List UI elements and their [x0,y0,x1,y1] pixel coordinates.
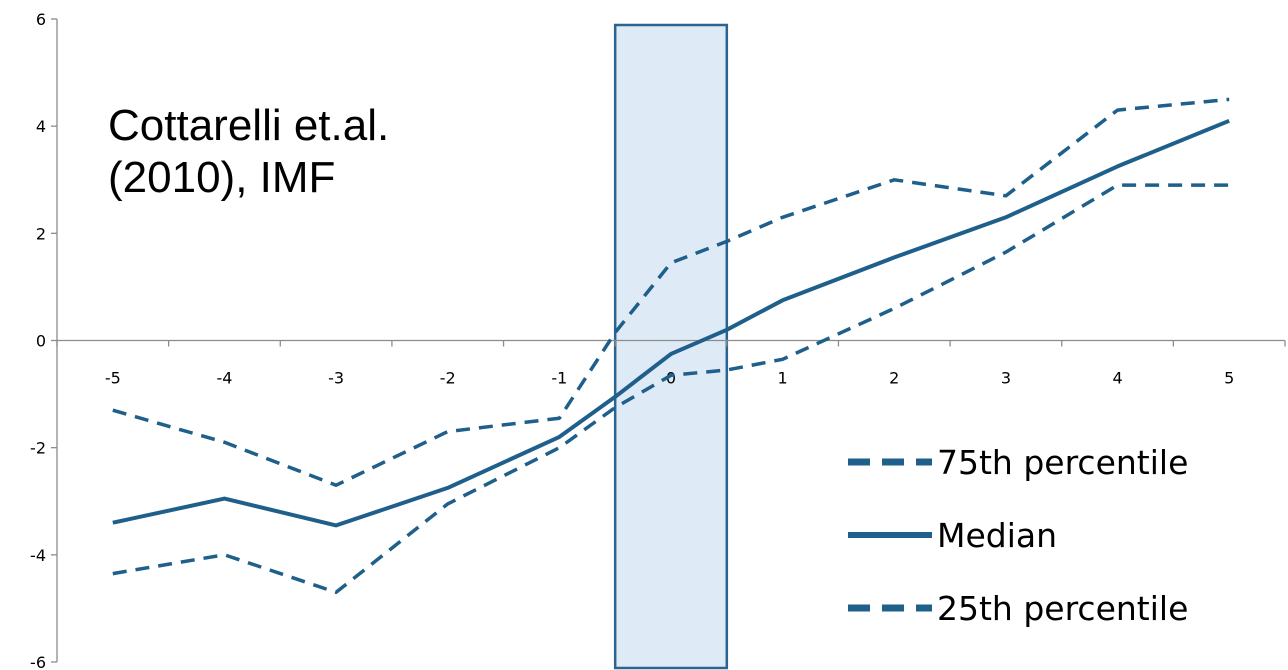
x-tick-label: 2 [889,369,899,388]
x-tick-label: 1 [778,369,788,388]
y-axis-ticks: 6 4 2 0 -2 -4 -6 [30,10,57,670]
x-tick-label: -4 [216,369,232,388]
x-tick-label: 3 [1001,369,1011,388]
annotation-line-2: (2010), IMF [108,153,335,202]
y-tick-label: 2 [36,224,46,243]
x-axis-ticks: -5 -4 -3 -2 -1 0 1 2 3 4 5 [56,340,1286,388]
x-tick-label: 4 [1112,369,1122,388]
annotation-line-1: Cottarelli et.al. [108,101,389,150]
x-tick-label: 5 [1224,369,1234,388]
legend-label: 75th percentile [937,443,1188,482]
x-tick-label: -1 [551,369,567,388]
x-tick-label: 0 [666,369,676,388]
x-tick-label: -3 [328,369,344,388]
y-tick-label: -6 [30,653,46,670]
annotation: Cottarelli et.al. (2010), IMF [108,101,401,202]
series-line-25th-percentile [112,183,1230,595]
legend-label: Median [937,516,1057,555]
y-tick-label: -2 [30,439,46,458]
y-tick-label: -4 [30,546,46,565]
x-tick-label: -5 [105,369,121,388]
series-line-median [112,118,1230,528]
highlight-band [613,23,729,670]
y-tick-label: 4 [36,117,46,136]
series-layer [112,97,1230,595]
y-tick-label: 0 [36,332,46,351]
legend-label: 25th percentile [937,589,1188,628]
y-tick-label: 6 [36,10,46,29]
series-line-75th-percentile [112,97,1230,487]
x-tick-label: -2 [440,369,456,388]
legend: 75th percentile Median 25th percentile [848,443,1188,628]
